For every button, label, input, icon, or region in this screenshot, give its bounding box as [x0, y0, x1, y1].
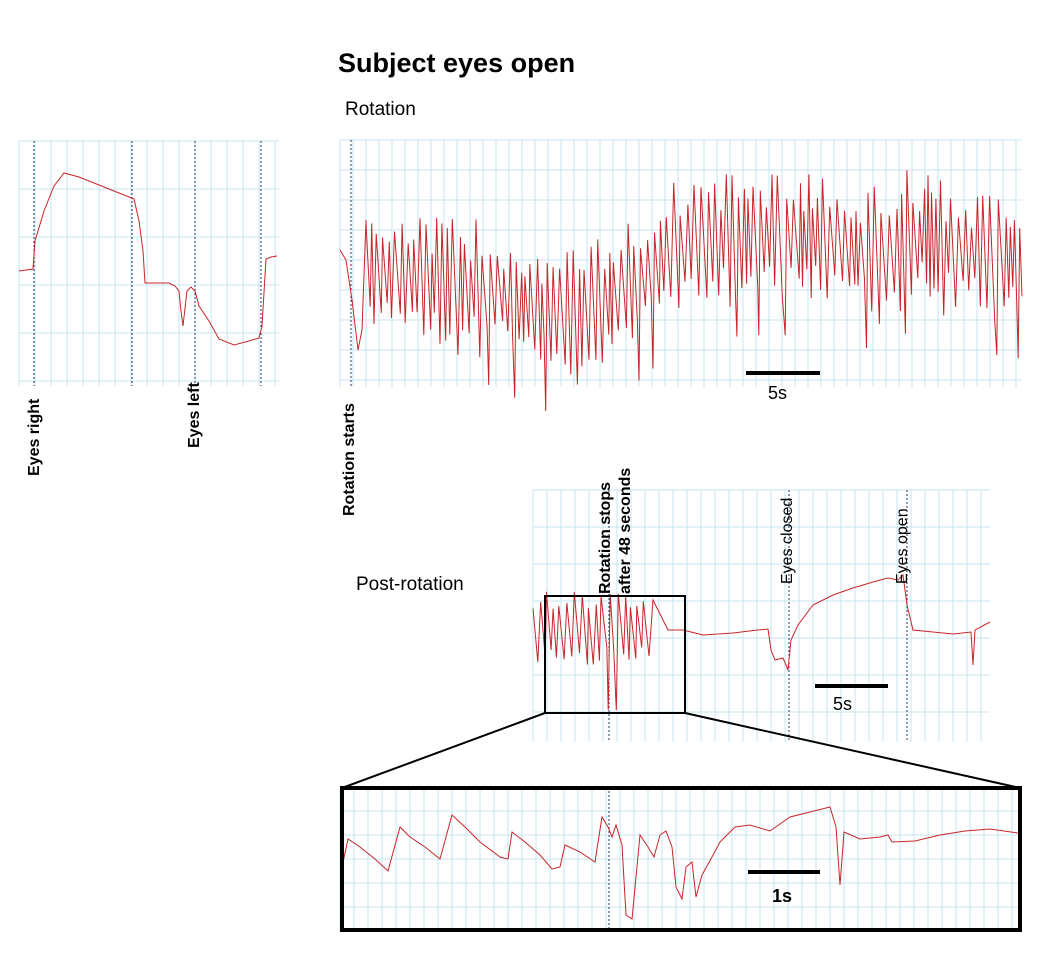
post-rotation-scale-label: 5s	[833, 694, 853, 714]
rotation-trace	[339, 170, 1023, 412]
rotation-scale-label: 5s	[768, 383, 788, 403]
post-rotation-section-label: Post-rotation	[356, 574, 464, 595]
rotation-starts-label: Rotation starts	[341, 403, 358, 516]
calibration-panel	[18, 140, 279, 386]
zoom-frame	[340, 786, 1022, 932]
post-rotation-trace	[532, 573, 991, 711]
eyes-closed-label: Eyes closed	[779, 497, 796, 584]
eyes-left-label: Eyes left	[186, 382, 203, 448]
zoom-connector-left	[341, 712, 546, 789]
eyes-right-label: Eyes right	[26, 398, 43, 476]
zoom-scale-label: 1s	[772, 886, 793, 906]
zoom-selection-box	[544, 595, 686, 714]
rotation-section-label: Rotation	[345, 99, 416, 120]
figure-title: Subject eyes open	[338, 48, 576, 78]
rotation-stops-label-line2: after 48 seconds	[617, 467, 634, 594]
post-rotation-panel	[532, 489, 991, 742]
zoom-connector-right	[684, 712, 1021, 789]
rotation-stops-label-line1: Rotation stops	[597, 482, 614, 594]
zoom-trace	[341, 806, 1019, 920]
calibration-trace	[18, 172, 278, 346]
eyes-open-label: Eyes open	[894, 508, 911, 584]
rotation-panel	[339, 139, 1023, 412]
